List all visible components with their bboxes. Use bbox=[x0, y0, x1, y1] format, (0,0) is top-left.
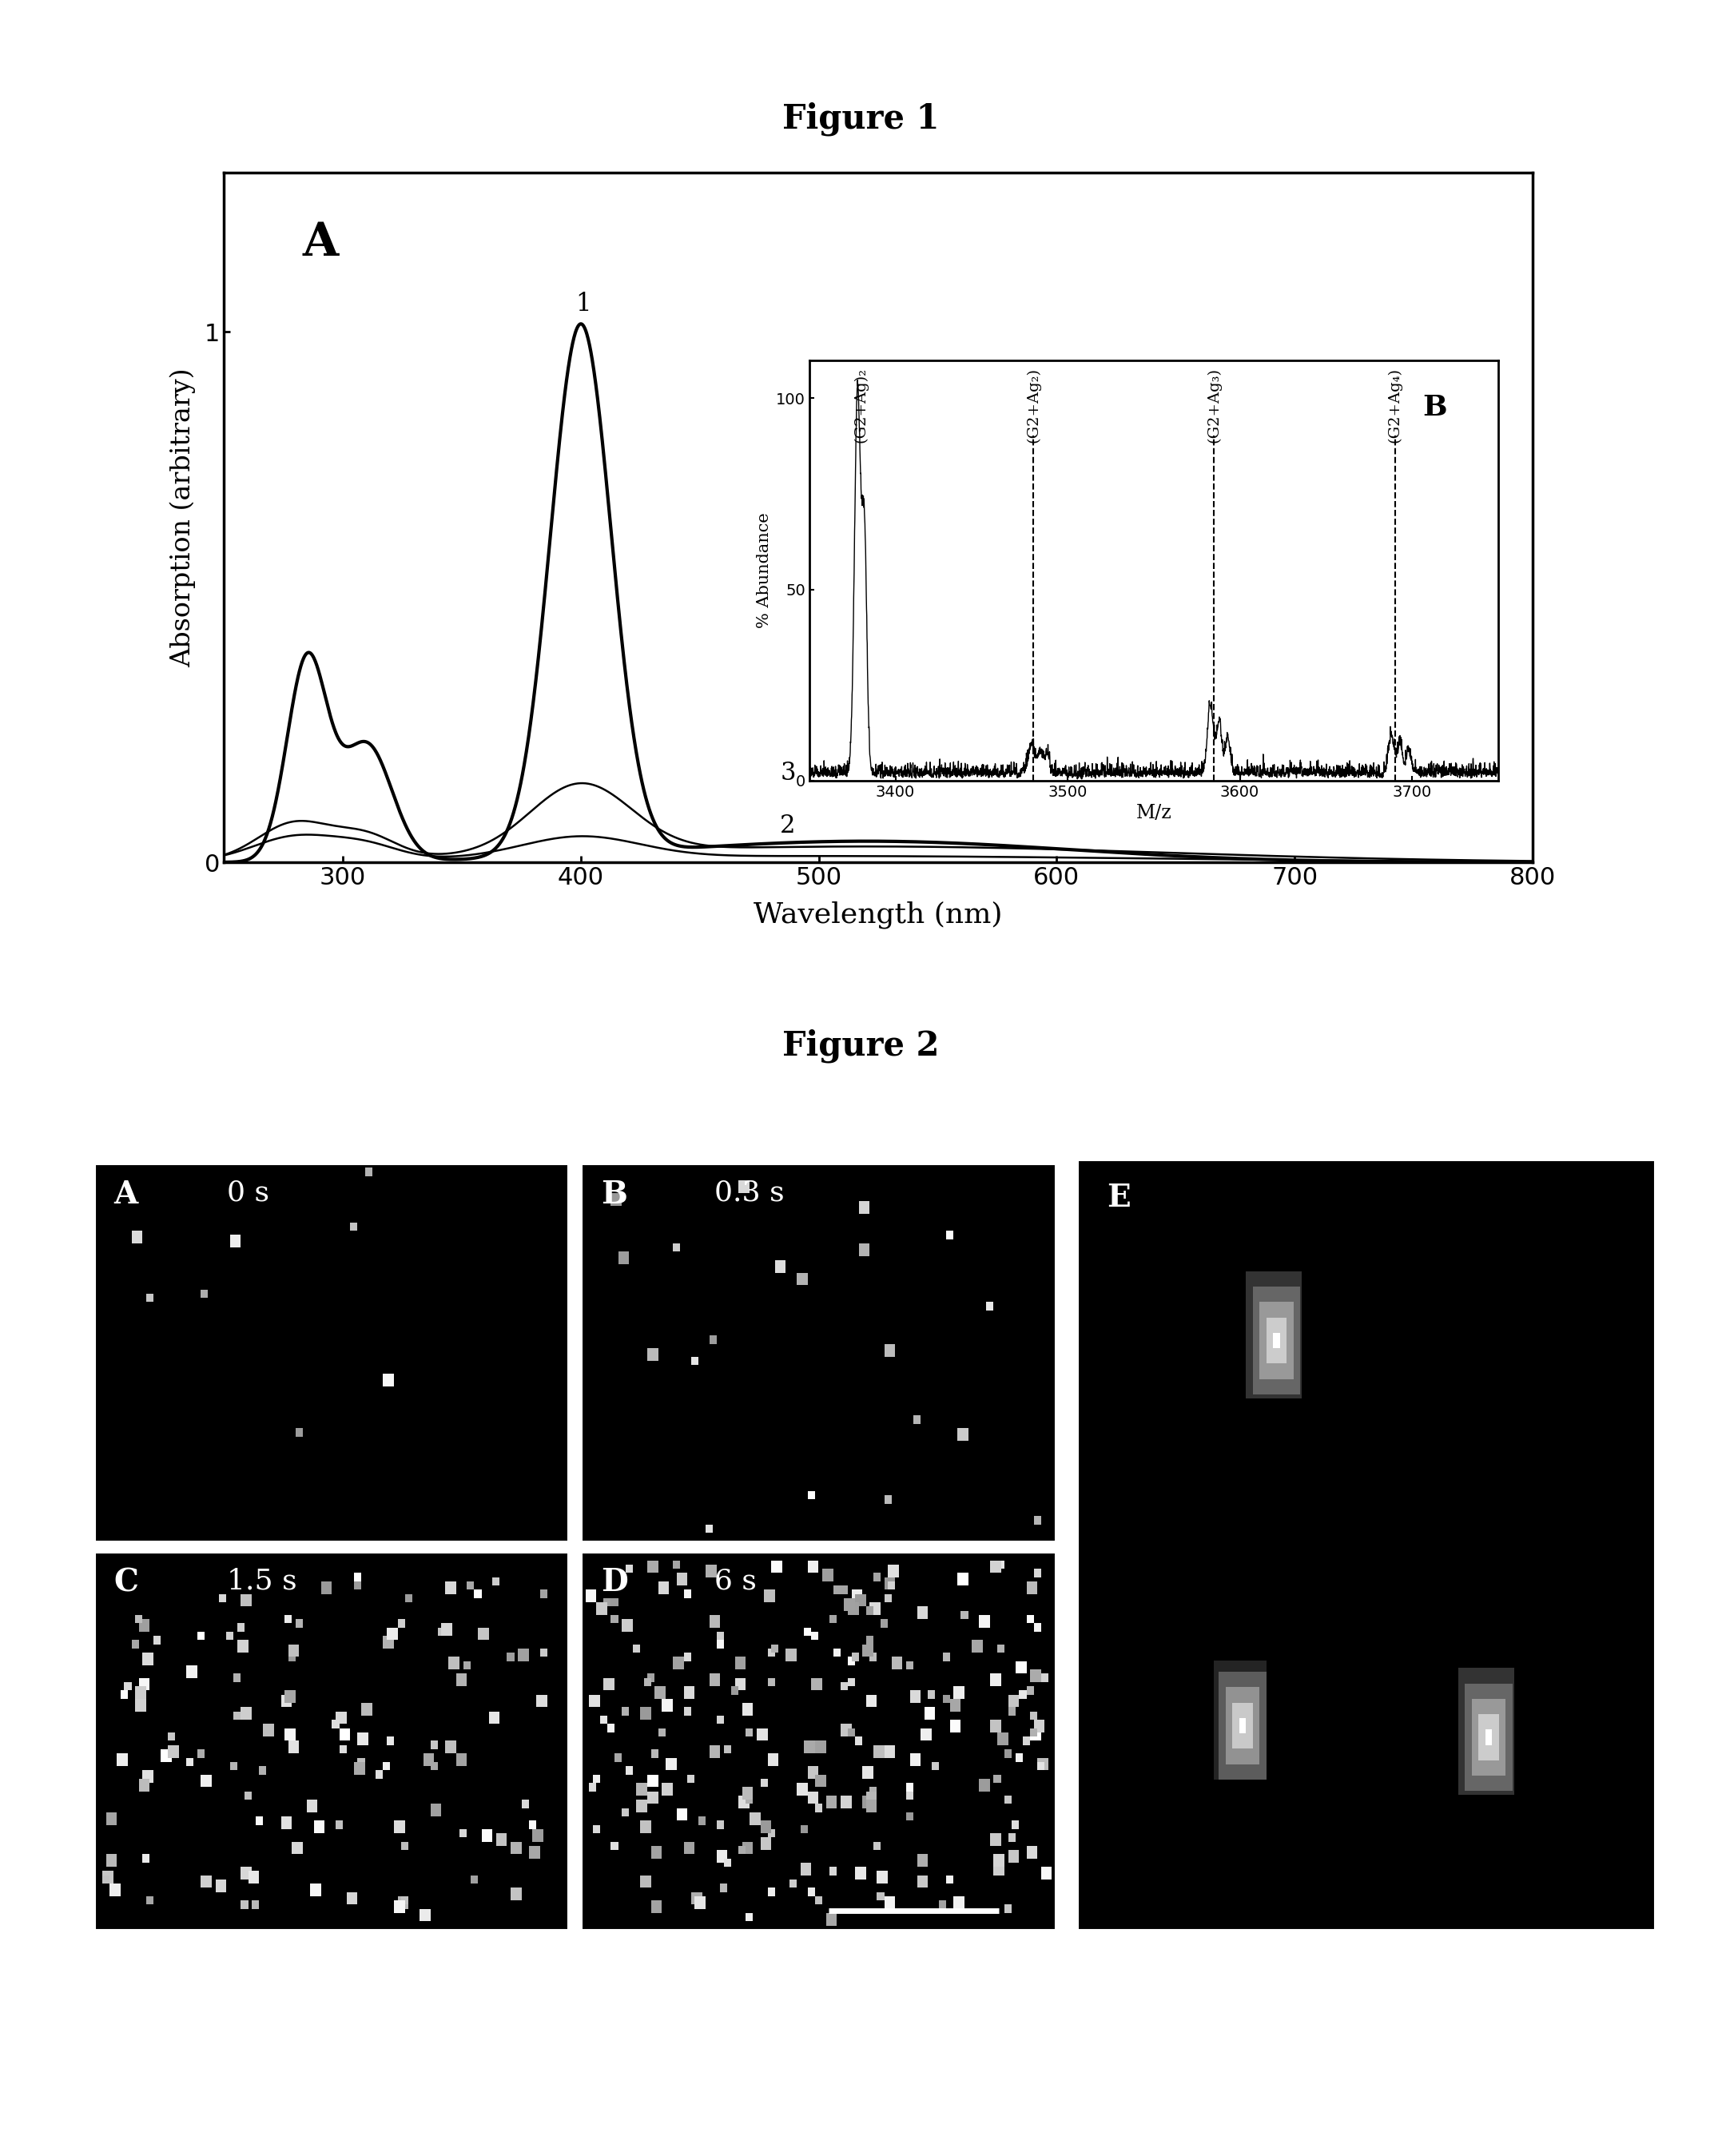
Text: (G2+Ag₃): (G2+Ag₃) bbox=[1207, 369, 1221, 442]
Text: (G2+Ag)₂: (G2+Ag)₂ bbox=[854, 369, 868, 442]
Text: E: E bbox=[1107, 1184, 1131, 1214]
Y-axis label: Absorption (arbitrary): Absorption (arbitrary) bbox=[169, 369, 196, 666]
Text: C: C bbox=[114, 1567, 138, 1598]
Text: 6 s: 6 s bbox=[715, 1567, 758, 1595]
Text: 1.5 s: 1.5 s bbox=[227, 1567, 298, 1595]
Text: 1: 1 bbox=[575, 291, 591, 317]
Text: Figure 1: Figure 1 bbox=[782, 101, 940, 136]
Text: B: B bbox=[601, 1179, 627, 1210]
X-axis label: M/z: M/z bbox=[1137, 804, 1171, 821]
Text: 3: 3 bbox=[780, 761, 796, 785]
Y-axis label: % Abundance: % Abundance bbox=[756, 513, 771, 627]
Text: 0 s: 0 s bbox=[227, 1179, 270, 1207]
Text: A: A bbox=[303, 220, 339, 265]
X-axis label: Wavelength (nm): Wavelength (nm) bbox=[754, 901, 1002, 929]
Text: B: B bbox=[1422, 395, 1446, 420]
Text: 0.3 s: 0.3 s bbox=[715, 1179, 785, 1207]
Text: A: A bbox=[114, 1179, 138, 1210]
Text: D: D bbox=[601, 1567, 629, 1598]
Text: 2: 2 bbox=[780, 813, 796, 839]
Text: (G2+Ag₂): (G2+Ag₂) bbox=[1026, 369, 1040, 442]
Text: Figure 2: Figure 2 bbox=[782, 1028, 940, 1063]
Text: (G2+Ag₄): (G2+Ag₄) bbox=[1388, 369, 1402, 442]
